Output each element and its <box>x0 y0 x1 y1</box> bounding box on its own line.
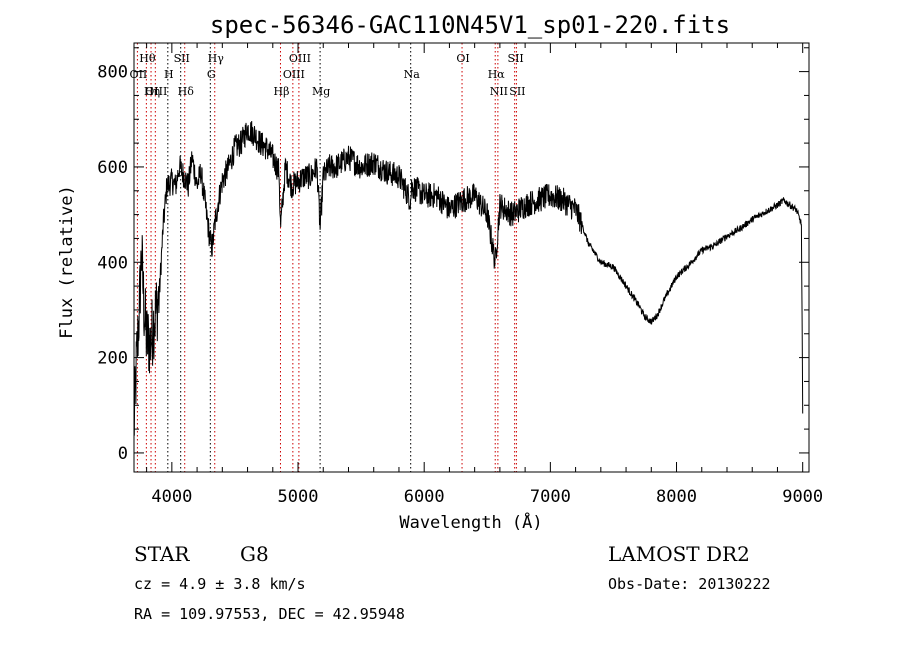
y-tick-label: 400 <box>97 253 128 273</box>
spectral-line-label: Hδ <box>178 85 195 98</box>
spectral-line-label: OIII <box>289 52 311 65</box>
x-tick-label: 8000 <box>656 487 697 507</box>
spectral-line-label: G <box>207 68 216 81</box>
plot-frame <box>133 42 810 473</box>
velocity-readout: cz = 4.9 ± 3.8 km/s <box>134 575 306 593</box>
x-tick-label: 5000 <box>278 487 319 507</box>
spectral-line-label: Hβ <box>274 85 290 98</box>
spectral-line-label: OII <box>130 68 148 81</box>
x-tick-label: 6000 <box>404 487 445 507</box>
x-tick-label: 7000 <box>530 487 571 507</box>
obs-date: Obs-Date: 20130222 <box>608 575 771 593</box>
spectral-line-label: Hθ <box>139 52 156 65</box>
spectral-line-label: SII <box>174 52 190 65</box>
spectral-line-label: Hα <box>488 68 506 81</box>
spectral-line-label: OIII <box>283 68 305 81</box>
y-tick-label: 800 <box>97 63 128 83</box>
object-class: STAR <box>134 542 190 566</box>
spectral-line-label: NII <box>490 85 508 98</box>
x-axis-title: Wavelength (Å) <box>399 511 542 533</box>
spectral-line-label: SII <box>508 52 524 65</box>
plot-area <box>133 42 810 473</box>
spectrum-line <box>133 120 804 436</box>
spectral-line-label: H <box>164 68 174 81</box>
spectral-line-label: Hη <box>144 85 160 98</box>
spectral-line-label: OIII <box>145 85 167 98</box>
spectral-line-label: OI <box>456 52 469 65</box>
spectral-line-label: Na <box>404 68 421 81</box>
y-tick-label: 200 <box>97 349 128 369</box>
x-tick-label: 4000 <box>151 487 192 507</box>
spectral-line-label: Mg <box>312 85 330 98</box>
y-tick-label: 0 <box>118 444 128 464</box>
object-subclass: G8 <box>240 542 269 566</box>
y-tick-label: 600 <box>97 158 128 178</box>
spectral-line-label: Hγ <box>208 52 225 65</box>
y-axis-title: Flux (relative) <box>57 185 77 339</box>
x-tick-label: 9000 <box>782 487 823 507</box>
axis-ticks: 4000 5000 6000 7000 8000 9000 0 200 400 600 800 <box>97 43 823 507</box>
coordinates-readout: RA = 109.97553, DEC = 42.95948 <box>134 605 405 623</box>
survey-name: LAMOST DR2 <box>608 542 750 566</box>
chart-title: spec-56346-GAC110N45V1_sp01-220.fits <box>210 11 730 39</box>
spectral-line-label: SII <box>509 85 525 98</box>
